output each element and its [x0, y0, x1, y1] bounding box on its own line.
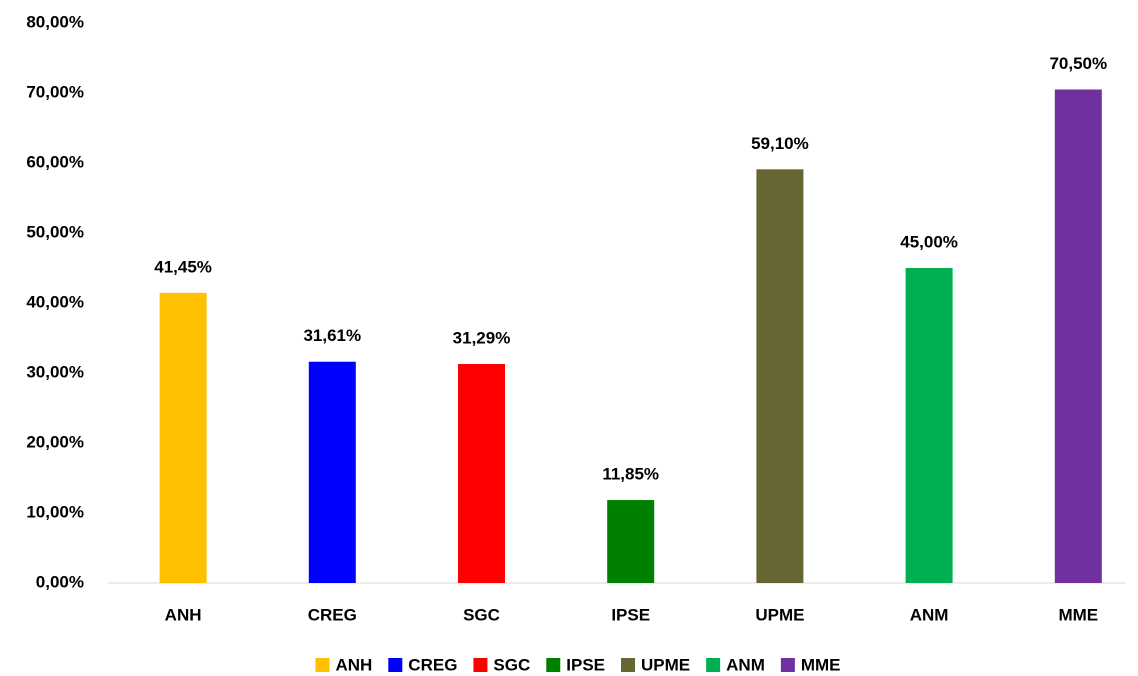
bar — [756, 169, 804, 584]
y-tick-label: 40,00% — [26, 292, 84, 311]
legend-label: IPSE — [566, 655, 605, 674]
bar — [1054, 89, 1102, 583]
x-tick-label: UPME — [755, 605, 804, 624]
legend-label: ANM — [726, 655, 765, 674]
legend-swatch — [706, 658, 721, 672]
legend-label: ANH — [335, 655, 372, 674]
legend-label: MME — [801, 655, 841, 674]
data-label: 11,85% — [602, 465, 659, 484]
data-label: 70,50% — [1049, 54, 1107, 73]
legend-swatch — [388, 658, 403, 672]
y-tick-label: 0,00% — [36, 572, 84, 591]
x-tick-label: CREG — [308, 605, 357, 624]
x-tick-label: IPSE — [611, 605, 650, 624]
legend-label: UPME — [641, 655, 690, 674]
y-tick-label: 20,00% — [26, 432, 84, 451]
data-label: 45,00% — [900, 232, 958, 251]
legend-swatch — [780, 658, 795, 672]
y-tick-label: 30,00% — [26, 362, 84, 381]
x-tick-label: ANM — [910, 605, 949, 624]
y-tick-label: 70,00% — [26, 82, 84, 101]
y-tick-label: 80,00% — [26, 12, 84, 31]
bar — [308, 361, 356, 583]
bar — [607, 500, 655, 583]
data-label: 31,61% — [303, 326, 361, 345]
bar — [458, 363, 505, 583]
x-tick-label: MME — [1058, 605, 1098, 624]
legend-swatch — [546, 658, 561, 672]
bar — [905, 268, 953, 583]
x-tick-label: ANH — [165, 605, 202, 624]
legend-swatch — [473, 658, 488, 672]
bar — [159, 292, 207, 583]
legend-label: CREG — [408, 655, 457, 674]
data-label: 31,29% — [453, 328, 511, 347]
legend-label: SGC — [493, 655, 530, 674]
data-label: 41,45% — [154, 257, 212, 276]
y-tick-label: 60,00% — [26, 152, 84, 171]
data-label: 59,10% — [751, 134, 809, 153]
y-tick-label: 10,00% — [26, 502, 84, 521]
y-tick-label: 50,00% — [26, 222, 84, 241]
legend-swatch — [315, 658, 330, 672]
legend-swatch — [621, 658, 636, 672]
x-tick-label: SGC — [463, 605, 500, 624]
